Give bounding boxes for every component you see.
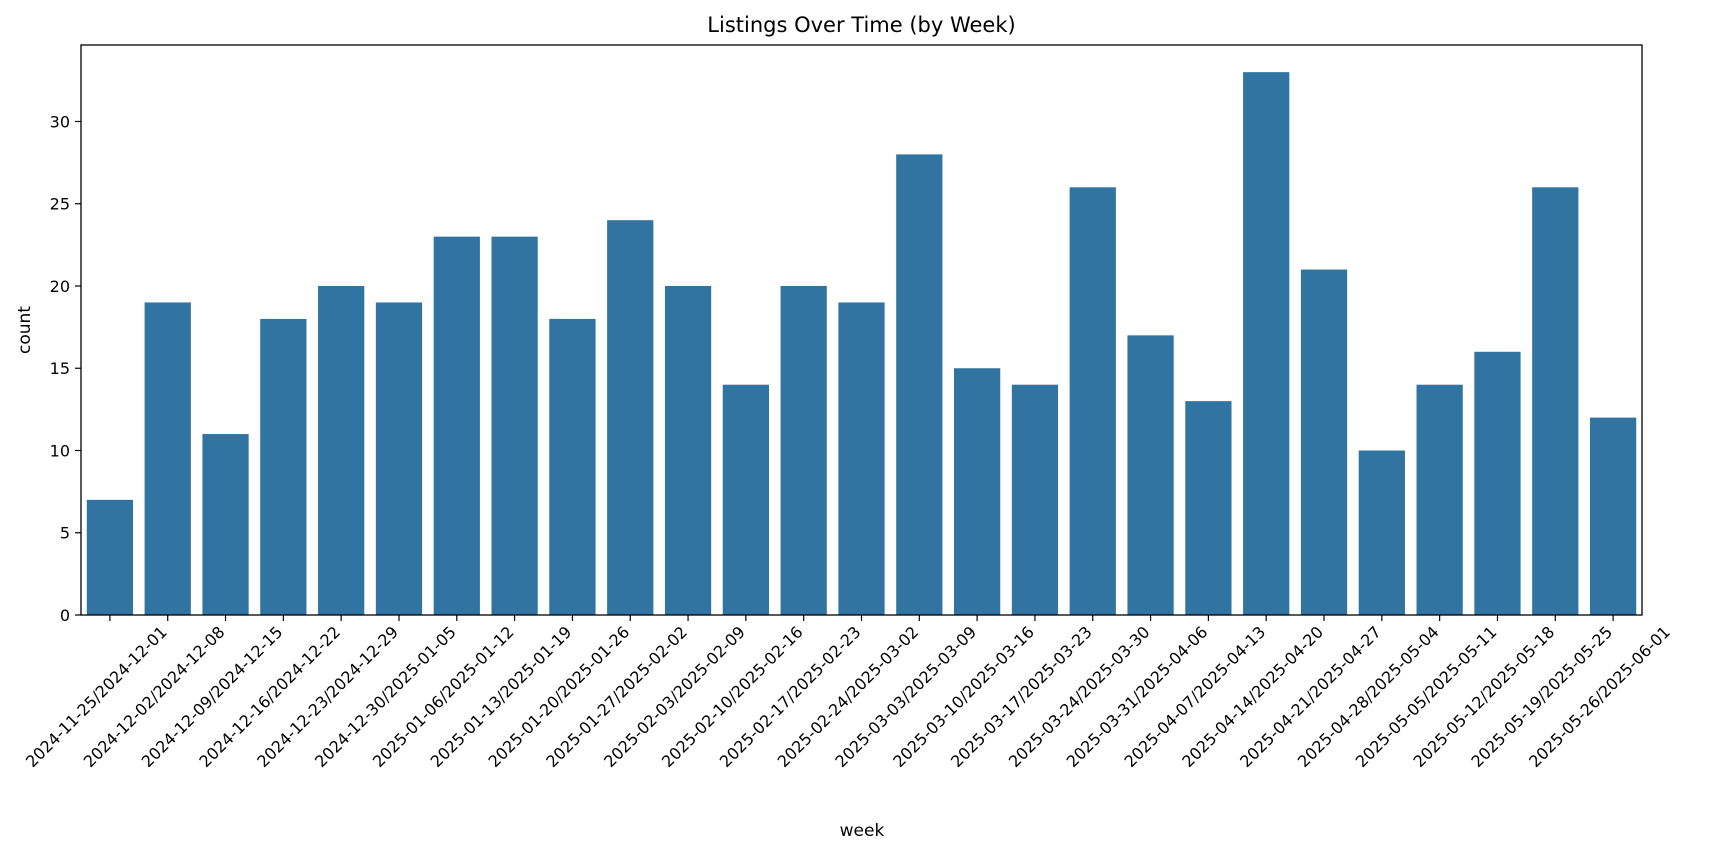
x-axis-ticks: 2024-11-25/2024-12-012024-12-02/2024-12-…	[22, 615, 1674, 771]
y-axis-ticks: 0 5 10 15 20 25 30	[50, 112, 81, 625]
bar-2025-01-13/2025-01-19	[491, 236, 538, 615]
y-tick-label: 15	[50, 359, 70, 378]
bar-2025-04-14/2025-04-20	[1243, 72, 1290, 615]
bar-2025-01-27/2025-02-02	[607, 220, 654, 615]
bar-2024-12-02/2024-12-08	[144, 302, 191, 615]
bar-2025-04-28/2025-05-04	[1358, 450, 1405, 615]
bar-2025-03-31/2025-04-06	[1127, 335, 1174, 615]
bar-2025-03-24/2025-03-30	[1069, 187, 1116, 615]
bar-2025-04-21/2025-04-27	[1300, 269, 1348, 615]
bar-2024-12-23/2024-12-29	[318, 285, 365, 615]
bar-2025-05-12/2025-05-18	[1474, 351, 1521, 615]
bar-2025-03-03/2025-03-09	[896, 154, 943, 616]
bars-group	[86, 72, 1637, 616]
y-tick-label: 25	[50, 195, 70, 214]
bar-2024-11-25/2024-12-01	[86, 499, 134, 615]
chart-title: Listings Over Time (by Week)	[707, 13, 1015, 37]
bar-2025-03-10/2025-03-16	[954, 368, 1001, 615]
bar-2025-01-20/2025-01-26	[549, 318, 596, 615]
bar-2025-05-05/2025-05-11	[1416, 384, 1463, 615]
y-tick-label: 30	[50, 112, 70, 131]
bar-2025-05-19/2025-05-25	[1532, 187, 1579, 615]
y-tick-label: 10	[50, 441, 70, 460]
y-axis-label: count	[15, 306, 35, 354]
plot-frame	[80, 44, 1643, 616]
y-tick-label: 20	[50, 277, 70, 296]
x-axis-label: week	[840, 821, 885, 841]
bar-2024-12-09/2024-12-15	[202, 434, 249, 615]
bar-2025-01-06/2025-01-12	[433, 236, 480, 615]
bar-2025-05-26/2025-06-01	[1589, 417, 1637, 615]
y-tick-label: 0	[60, 606, 70, 625]
bar-2025-02-17/2025-02-23	[780, 285, 827, 615]
bar-2025-02-10/2025-02-16	[722, 384, 769, 615]
bar-2024-12-30/2025-01-05	[375, 302, 423, 615]
bar-2025-02-03/2025-02-09	[664, 285, 712, 615]
bar-2024-12-16/2024-12-22	[260, 318, 307, 615]
bar-2025-04-07/2025-04-13	[1185, 401, 1232, 615]
bar-2025-03-17/2025-03-23	[1011, 384, 1059, 615]
y-tick-label: 5	[60, 524, 70, 543]
bar-2025-02-24/2025-03-02	[838, 302, 885, 615]
